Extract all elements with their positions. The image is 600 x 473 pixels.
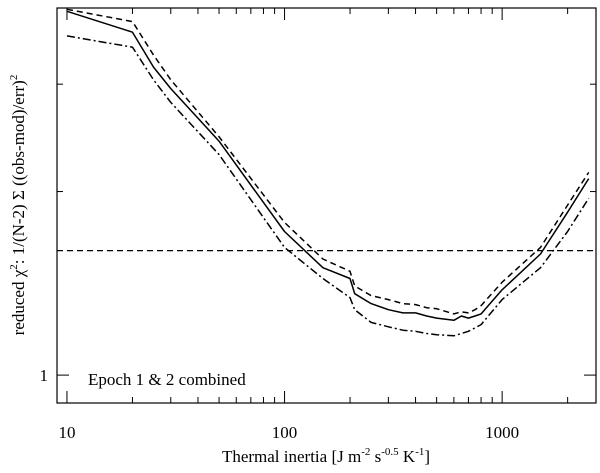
y-tick-label: 1 xyxy=(40,366,49,385)
plot-frame xyxy=(56,7,597,404)
y-axis-ticks: 1 xyxy=(40,83,596,385)
y-label-part: reduced χ xyxy=(9,269,28,335)
x-axis-ticks: 10 100 1000 xyxy=(58,8,569,442)
x-label-part: ] xyxy=(424,447,430,466)
x-label-sup: -0.5 xyxy=(381,446,399,458)
y-axis-label: reduced χ2: 1/(N-2) Σ ((obs-mod)/err)2 xyxy=(8,75,28,336)
y-label-sup: 2 xyxy=(8,264,20,270)
y-label-sup: 2 xyxy=(8,75,20,81)
x-label-part: K xyxy=(399,447,416,466)
x-label-part: s xyxy=(370,447,381,466)
x-axis-label: Thermal inertia [J m-2 s-0.5 K-1] xyxy=(222,446,430,466)
x-tick-label: 10 xyxy=(58,423,75,442)
x-label-part: Thermal inertia [J m xyxy=(222,447,361,466)
series-line-dashdot xyxy=(66,35,590,337)
series-line-solid xyxy=(66,10,590,322)
y-label-part: : 1/(N-2) Σ ((obs-mod)/err) xyxy=(9,80,28,264)
series-group xyxy=(66,8,590,337)
x-tick-label: 100 xyxy=(272,423,298,442)
annotation-text: Epoch 1 & 2 combined xyxy=(88,370,246,389)
x-tick-label: 1000 xyxy=(485,423,519,442)
x-label-sup: -1 xyxy=(415,446,424,458)
x-label-sup: -2 xyxy=(361,446,370,458)
series-line-dashed xyxy=(66,8,590,315)
